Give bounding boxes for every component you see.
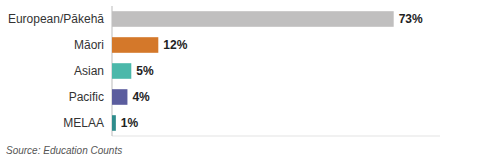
bar	[112, 37, 158, 53]
bar	[112, 115, 116, 131]
labels: European/Pākehā 73% Māori 12% Asian 5% Pacific…	[8, 12, 423, 130]
data-label: 1%	[121, 116, 139, 130]
chart: European/Pākehā 73% Māori 12% Asian 5% Pacific…	[0, 0, 480, 162]
source-note: Source: Education Counts	[6, 145, 122, 156]
data-label: 5%	[136, 64, 154, 78]
bars	[112, 11, 394, 131]
bar	[112, 11, 394, 27]
bar	[112, 63, 131, 79]
category-label: European/Pākehā	[8, 12, 104, 26]
data-label: 73%	[399, 12, 423, 26]
data-label: 4%	[132, 90, 150, 104]
category-label: MELAA	[63, 116, 104, 130]
data-label: 12%	[163, 38, 187, 52]
category-label: Māori	[74, 38, 104, 52]
category-label: Pacific	[69, 90, 104, 104]
bar	[112, 89, 127, 105]
x-axis-line	[112, 136, 440, 137]
category-label: Asian	[74, 64, 104, 78]
